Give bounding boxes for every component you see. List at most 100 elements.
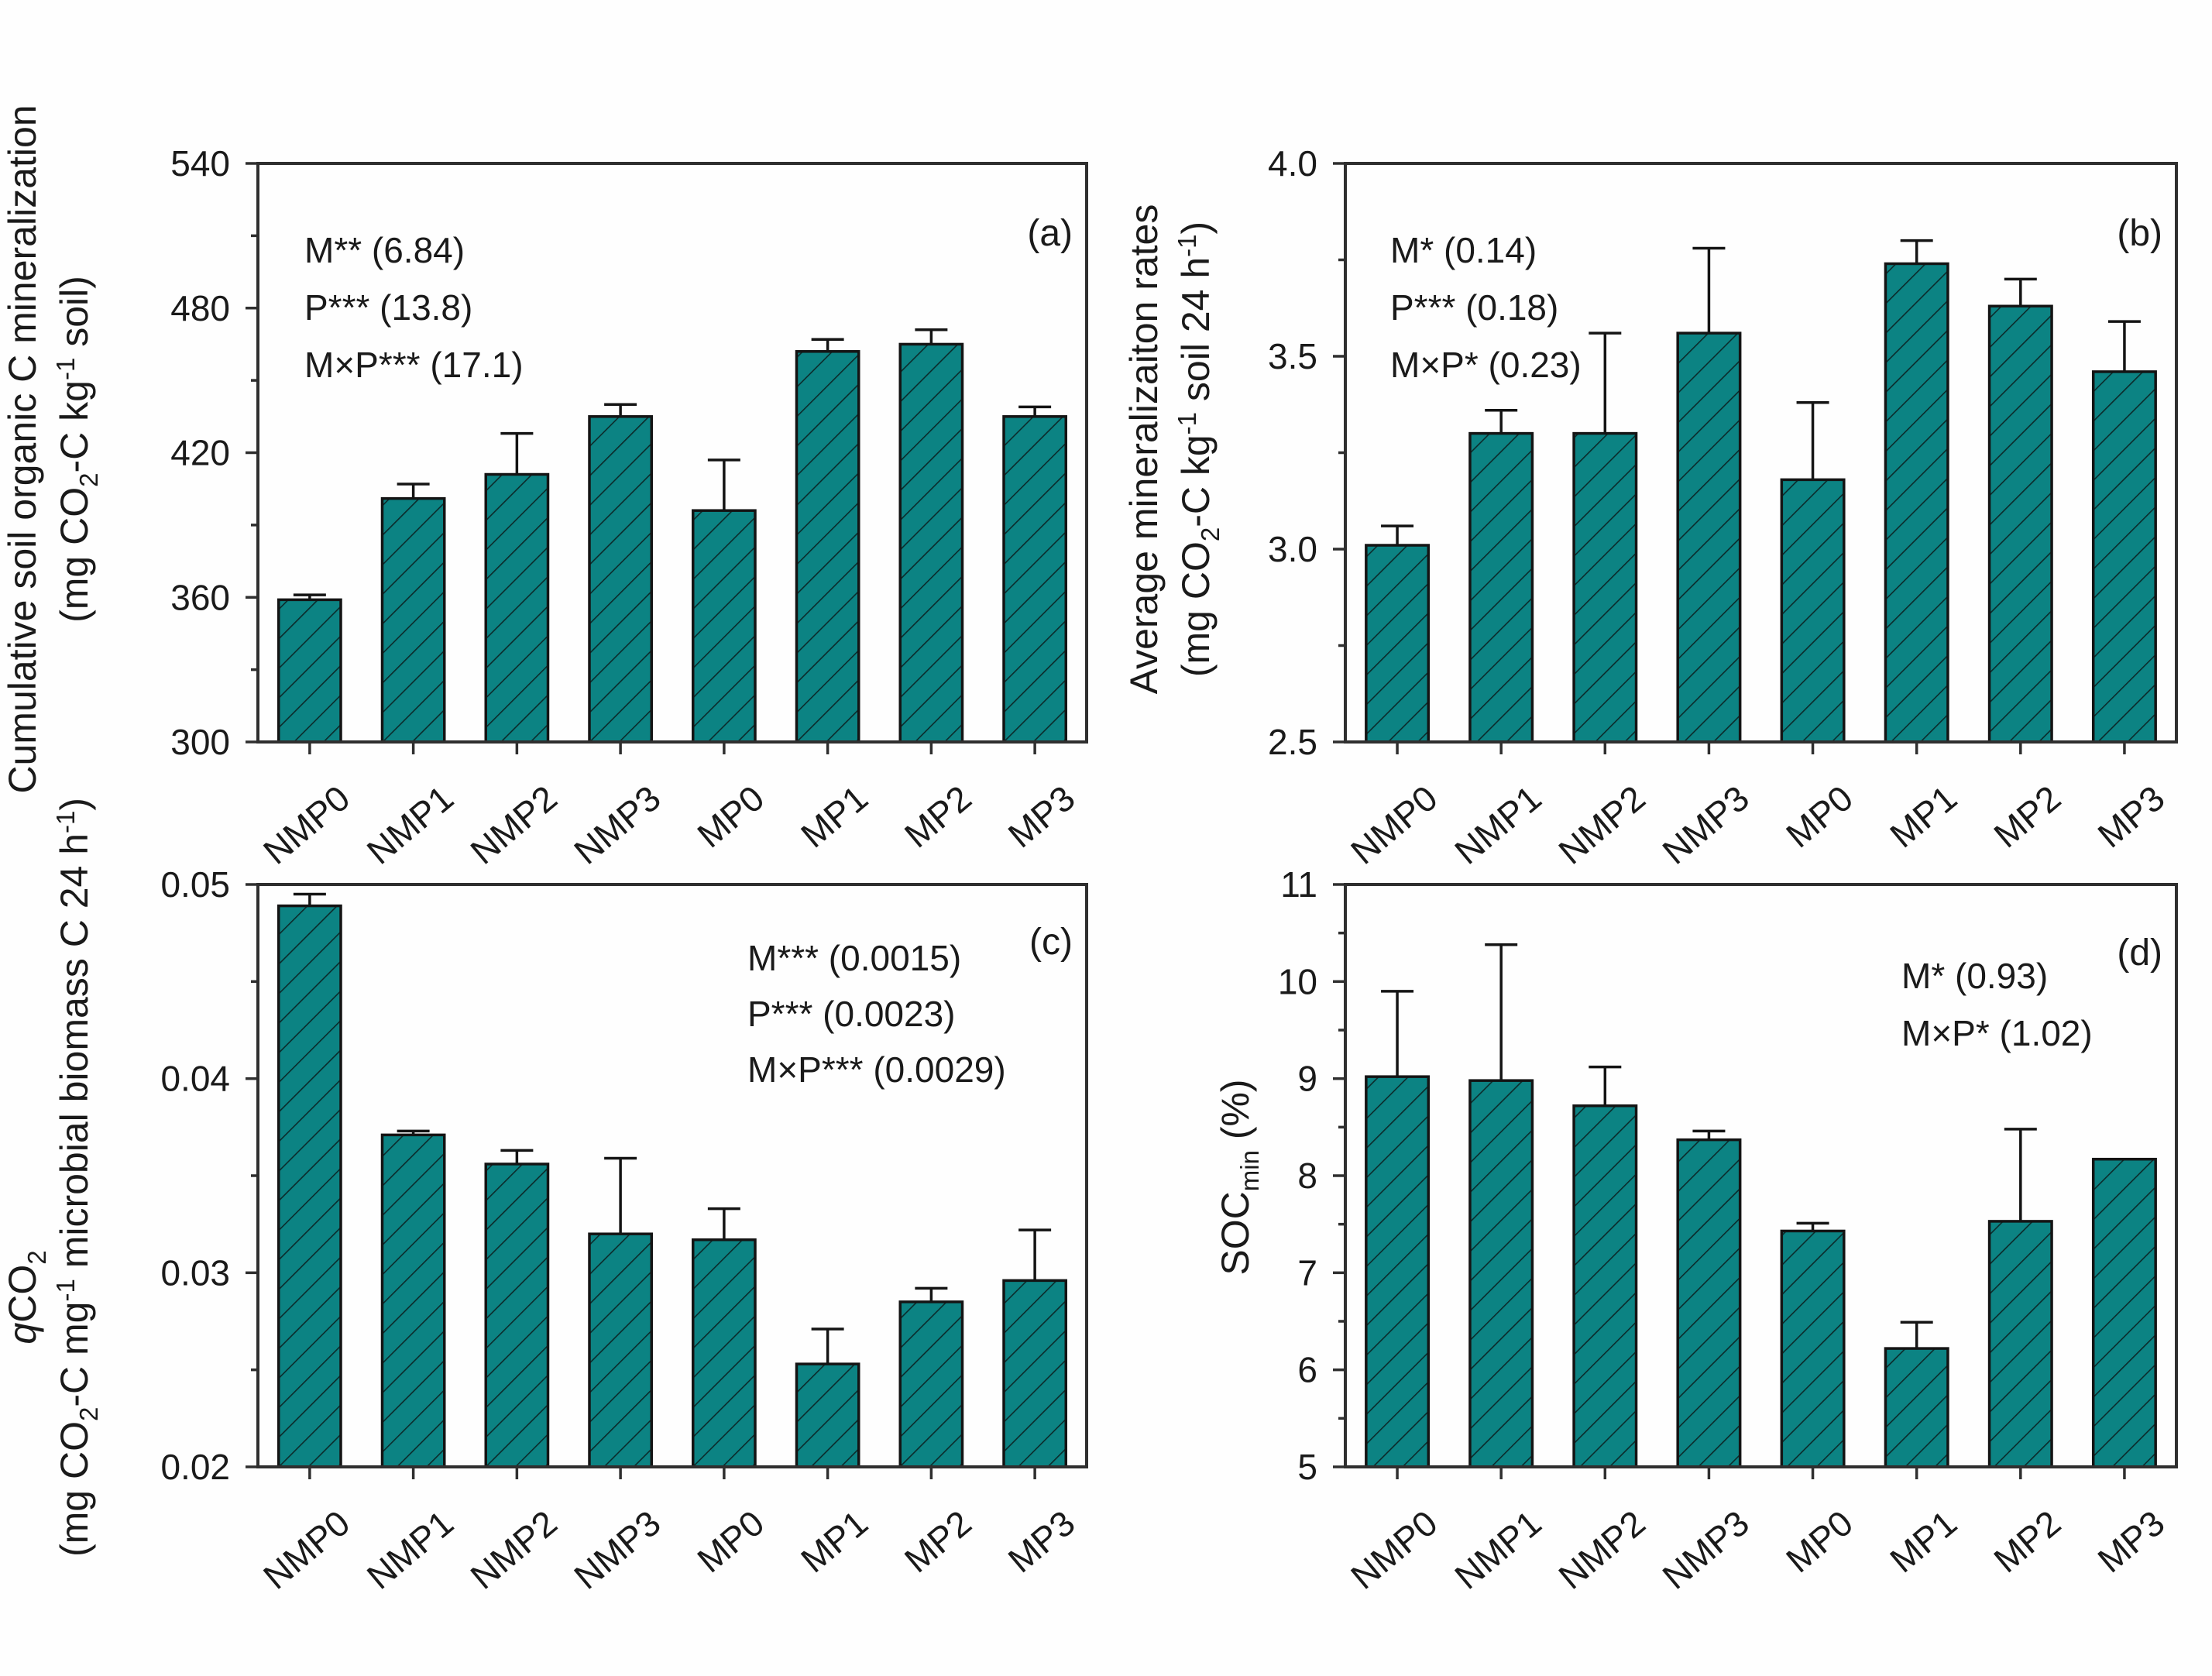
error-bar-b-NMP0	[1381, 524, 1414, 546]
error-bar-c-MP1	[811, 1327, 844, 1365]
bar-d-MP2	[1987, 1220, 2053, 1468]
y-axis-label-outer-a: Cumulative soil organic C mineralization	[1, 105, 44, 793]
error-bar-c-NMP2	[500, 1149, 534, 1164]
error-bar-d-NMP3	[1692, 1129, 1726, 1140]
y-tick-label-a-4: 540	[170, 143, 230, 184]
stats-annotation-c-0: M*** (0.0015)	[747, 938, 961, 978]
bar-d-NMP1	[1468, 1079, 1534, 1468]
bar-c-MP2	[898, 1300, 964, 1468]
bar-a-MP1	[795, 350, 860, 744]
bar-a-NMP3	[588, 415, 653, 744]
y-tick-label-a-3: 480	[170, 288, 230, 328]
bar-b-NMP1	[1468, 431, 1534, 744]
error-bar-d-NMP1	[1485, 943, 1518, 1081]
error-bar-c-NMP3	[604, 1156, 637, 1235]
bar-b-MP3	[2091, 370, 2157, 744]
y-tick-label-b-1: 3.0	[1268, 529, 1317, 569]
bar-a-NMP0	[277, 598, 342, 744]
panel-letter-a: (a)	[1027, 213, 1073, 254]
panel-letter-b: (b)	[2117, 213, 2162, 254]
bar-c-MP0	[692, 1238, 757, 1468]
bar-c-NMP1	[380, 1133, 446, 1468]
y-tick-label-b-2: 3.5	[1268, 336, 1317, 376]
error-bar-a-NMP2	[500, 431, 534, 475]
stats-annotation-a-1: P*** (13.8)	[304, 287, 472, 328]
y-tick-label-d-5: 10	[1278, 961, 1317, 1001]
bar-a-MP0	[692, 509, 757, 744]
error-bar-c-MP2	[915, 1286, 948, 1302]
stats-annotation-a-0: M** (6.84)	[304, 230, 465, 270]
error-bar-d-MP1	[1900, 1321, 1933, 1349]
bar-b-MP2	[1987, 304, 2053, 744]
error-bar-d-NMP0	[1381, 990, 1414, 1077]
y-tick-label-a-1: 360	[170, 577, 230, 617]
bar-c-NMP3	[588, 1232, 653, 1468]
stats-annotation-c-2: M×P*** (0.0029)	[747, 1049, 1006, 1090]
y-tick-label-d-4: 9	[1297, 1059, 1317, 1099]
error-bar-c-MP3	[1018, 1228, 1052, 1281]
bar-d-NMP3	[1676, 1138, 1742, 1468]
error-bar-d-MP2	[2004, 1128, 2037, 1221]
y-tick-label-c-1: 0.03	[160, 1252, 230, 1293]
error-bar-a-MP2	[915, 328, 948, 345]
y-tick-label-d-1: 6	[1297, 1350, 1317, 1390]
y-axis-label-inner-c: (mg CO2-C mg-1 microbial biomass C 24 h-…	[51, 798, 103, 1557]
error-bar-a-NMP0	[293, 593, 326, 600]
panel-letter-c: (c)	[1029, 922, 1073, 963]
y-tick-label-d-3: 8	[1297, 1156, 1317, 1196]
y-tick-label-b-0: 2.5	[1268, 722, 1317, 762]
y-tick-label-d-6: 11	[1280, 864, 1317, 905]
error-bar-d-MP0	[1796, 1221, 1829, 1231]
error-bar-d-NMP2	[1589, 1065, 1622, 1106]
y-tick-label-d-0: 5	[1297, 1447, 1317, 1487]
error-bar-c-NMP0	[293, 892, 326, 906]
y-tick-label-c-3: 0.05	[160, 864, 230, 905]
bar-c-MP1	[795, 1362, 860, 1468]
error-bar-c-MP0	[707, 1207, 740, 1240]
error-bar-b-MP1	[1900, 239, 1933, 264]
error-bar-a-MP1	[811, 338, 844, 352]
y-tick-label-a-2: 420	[170, 433, 230, 473]
error-bar-b-MP0	[1796, 401, 1829, 480]
bar-a-NMP2	[484, 472, 550, 744]
y-axis-label-outer-c: qCO2	[1, 1250, 51, 1344]
bar-b-NMP2	[1572, 431, 1638, 744]
stats-annotation-d-1: M×P* (1.02)	[1901, 1013, 2093, 1053]
error-bar-a-NMP1	[397, 483, 430, 499]
y-axis-label-outer-d: SOCmin (%)	[1214, 1079, 1264, 1275]
error-bar-c-NMP1	[397, 1129, 430, 1135]
bar-d-MP0	[1780, 1229, 1846, 1468]
y-tick-label-b-3: 4.0	[1268, 143, 1317, 184]
error-bar-b-MP2	[2004, 277, 2037, 307]
stats-annotation-b-0: M* (0.14)	[1390, 230, 1537, 270]
y-axis-label-inner-a: (mg CO2-C kg-1 soil)	[51, 276, 103, 623]
bar-b-NMP3	[1676, 331, 1742, 744]
bar-b-NMP0	[1365, 544, 1431, 744]
bar-c-MP3	[1002, 1279, 1067, 1468]
error-bar-b-NMP1	[1485, 408, 1518, 434]
error-bar-a-MP3	[1018, 405, 1052, 417]
error-bar-b-MP3	[2107, 320, 2141, 372]
y-tick-label-c-0: 0.02	[160, 1447, 230, 1487]
panel-letter-d: (d)	[2117, 932, 2162, 974]
bar-a-NMP1	[380, 496, 446, 744]
stats-annotation-b-1: P*** (0.18)	[1390, 287, 1558, 328]
bar-c-NMP0	[277, 904, 342, 1468]
bar-a-MP2	[898, 342, 964, 744]
bar-c-NMP2	[484, 1163, 550, 1468]
bar-b-MP1	[1884, 262, 1949, 744]
error-bar-b-NMP3	[1692, 246, 1726, 334]
bar-b-MP0	[1780, 478, 1846, 744]
stats-annotation-d-0: M* (0.93)	[1901, 956, 2048, 996]
bar-d-MP1	[1884, 1347, 1949, 1468]
error-bar-a-NMP3	[604, 403, 637, 417]
stats-annotation-c-1: P*** (0.0023)	[747, 994, 956, 1034]
bar-d-NMP2	[1572, 1104, 1638, 1468]
bar-a-MP3	[1002, 415, 1067, 744]
y-tick-label-c-2: 0.04	[160, 1059, 230, 1099]
y-axis-label-outer-b: Average mineralizaiton rates	[1122, 204, 1166, 695]
